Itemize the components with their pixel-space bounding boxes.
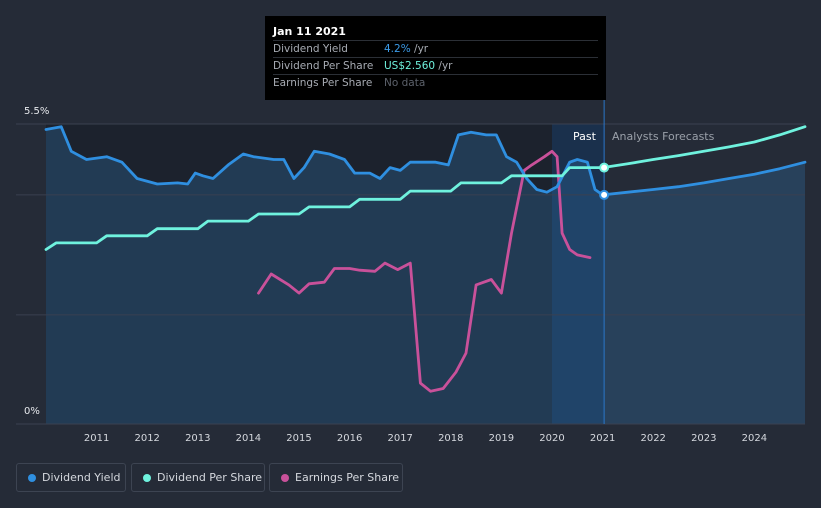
hover-marker <box>599 189 610 200</box>
x-tick-label: 2015 <box>286 433 311 444</box>
legend-item-dividend-per-share[interactable]: Dividend Per Share <box>131 463 265 492</box>
legend-dot-icon <box>28 474 36 482</box>
dividend-yield-line <box>44 125 807 197</box>
dividend-per-share-line <box>44 125 807 251</box>
x-tick-label: 2011 <box>84 433 109 444</box>
legend-item-earnings-per-share[interactable]: Earnings Per Share <box>269 463 403 492</box>
x-tick-label: 2019 <box>489 433 514 444</box>
x-tick-label: 2023 <box>691 433 716 444</box>
x-tick-label: 2022 <box>640 433 665 444</box>
tooltip-value: US$2.560 <box>384 60 436 72</box>
dividend-yield-area <box>46 126 805 424</box>
x-tick-label: 2013 <box>185 433 210 444</box>
tooltip-value: No data <box>384 77 426 89</box>
x-tick-label: 2017 <box>387 433 412 444</box>
tooltip-unit: /yr <box>410 43 429 55</box>
tooltip-value: 4.2% <box>384 43 411 55</box>
x-tick-label: 2016 <box>337 433 362 444</box>
tooltip-row-earnings-per-share: Earnings Per Share No data <box>273 74 598 92</box>
hover-tooltip: Jan 11 2021 Dividend Yield 4.2% /yr Divi… <box>265 16 606 100</box>
tooltip-row-dividend-per-share: Dividend Per Share US$2.560 /yr <box>273 57 598 75</box>
earnings-per-share-line <box>257 149 592 393</box>
legend-label: Dividend Per Share <box>157 471 263 484</box>
hover-marker <box>599 162 610 173</box>
tooltip-value-wrap: 4.2% /yr <box>384 43 428 55</box>
legend-item-dividend-yield[interactable]: Dividend Yield <box>16 463 126 492</box>
x-tick-label: 2012 <box>134 433 159 444</box>
x-tick-label: 2018 <box>438 433 463 444</box>
forecast-region-label: Analysts Forecasts <box>612 130 715 143</box>
legend-dot-icon <box>281 474 289 482</box>
y-tick-label: 5.5% <box>24 106 50 117</box>
tooltip-value-wrap: US$2.560 /yr <box>384 60 453 72</box>
legend-dot-icon <box>143 474 151 482</box>
tooltip-row-dividend-yield: Dividend Yield 4.2% /yr <box>273 40 598 58</box>
x-tick-label: 2014 <box>236 433 261 444</box>
legend-label: Earnings Per Share <box>295 471 400 484</box>
y-tick-label: 0% <box>24 406 40 417</box>
tooltip-label: Dividend Yield <box>273 43 348 55</box>
x-tick-label: 2024 <box>742 433 767 444</box>
tooltip-date: Jan 11 2021 <box>273 25 346 38</box>
tooltip-value-wrap: No data <box>384 77 425 89</box>
hover-highlight-band <box>552 124 605 424</box>
tooltip-label: Dividend Per Share <box>273 60 374 72</box>
past-region-label: Past <box>573 130 596 143</box>
past-region-background <box>46 124 605 424</box>
tooltip-unit: /yr <box>435 60 453 72</box>
tooltip-label: Earnings Per Share <box>273 77 373 89</box>
x-tick-label: 2020 <box>539 433 564 444</box>
x-tick-label: 2021 <box>590 433 615 444</box>
legend-label: Dividend Yield <box>42 471 121 484</box>
